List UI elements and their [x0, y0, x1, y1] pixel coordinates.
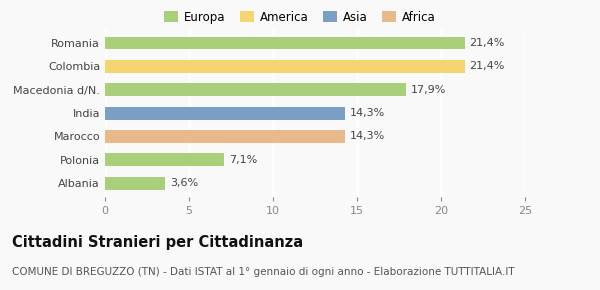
- Bar: [105, 83, 406, 96]
- Legend: Europa, America, Asia, Africa: Europa, America, Asia, Africa: [160, 6, 440, 28]
- Bar: [105, 37, 464, 50]
- Text: 3,6%: 3,6%: [170, 178, 199, 188]
- Text: 21,4%: 21,4%: [470, 38, 505, 48]
- Text: 14,3%: 14,3%: [350, 108, 386, 118]
- Text: 21,4%: 21,4%: [470, 61, 505, 71]
- Text: Cittadini Stranieri per Cittadinanza: Cittadini Stranieri per Cittadinanza: [12, 235, 303, 250]
- Text: 14,3%: 14,3%: [350, 131, 386, 142]
- Text: 17,9%: 17,9%: [411, 85, 446, 95]
- Bar: [105, 130, 345, 143]
- Bar: [105, 107, 345, 119]
- Bar: [105, 60, 464, 73]
- Text: 7,1%: 7,1%: [229, 155, 257, 165]
- Bar: [105, 153, 224, 166]
- Text: COMUNE DI BREGUZZO (TN) - Dati ISTAT al 1° gennaio di ogni anno - Elaborazione T: COMUNE DI BREGUZZO (TN) - Dati ISTAT al …: [12, 267, 515, 277]
- Bar: [105, 177, 166, 190]
